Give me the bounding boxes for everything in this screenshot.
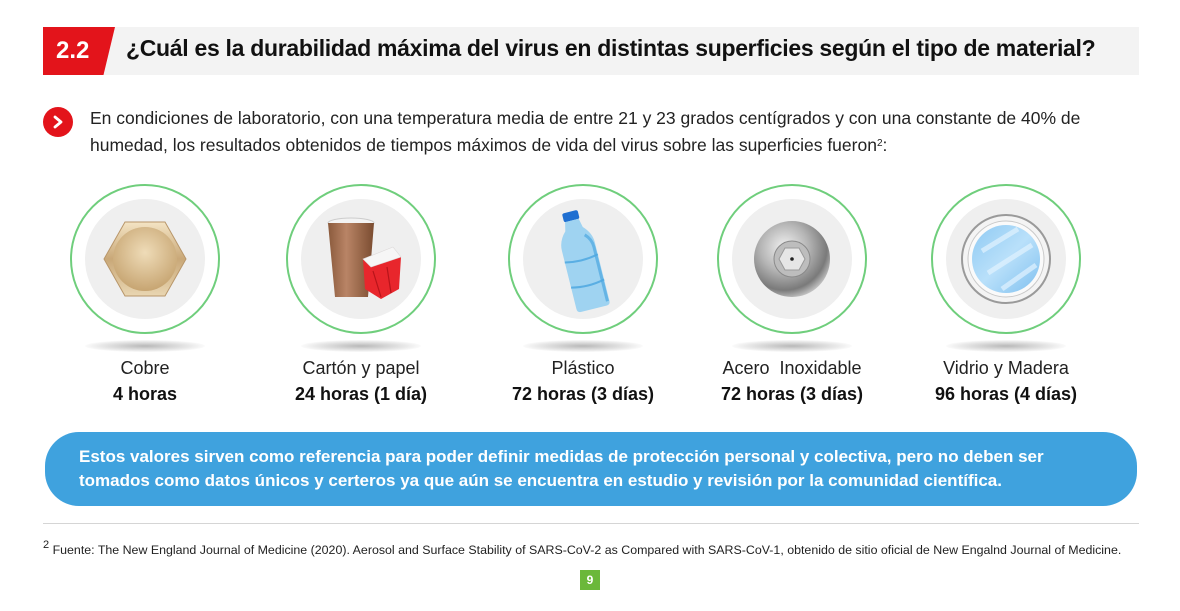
material-ring (508, 184, 658, 334)
material-name: Vidrio y Madera (943, 358, 1069, 378)
plastic-bottle-icon (523, 199, 643, 319)
section-number: 2.2 (56, 37, 90, 64)
page-number: 9 (586, 573, 594, 587)
material-name: Acero Inoxidable (722, 358, 862, 378)
intro-trailing: : (882, 135, 888, 155)
glass-window-icon (946, 199, 1066, 319)
note-line-2: tomados como datos únicos y certeros ya … (79, 471, 1002, 490)
paper-cup-icon (301, 199, 421, 319)
footnote-number: 2 (43, 539, 50, 551)
ground-shadow (946, 340, 1066, 352)
materials-row: Cobre 4 horas Car (0, 180, 1180, 420)
material-ring (931, 184, 1081, 334)
copper-hex-nut-icon (85, 199, 205, 319)
material-name: Plástico (551, 358, 615, 378)
note-line-1: Estos valores sirven como referencia par… (79, 447, 1044, 466)
footnote-ref[interactable]: 2 (876, 138, 883, 149)
chevron-right-icon (43, 107, 73, 137)
material-duration: 72 horas (3 días) (720, 384, 864, 404)
disclaimer-note: Estos valores sirven como referencia par… (45, 432, 1137, 506)
material-ring (70, 184, 220, 334)
ground-shadow (732, 340, 852, 352)
footnote-divider (43, 523, 1139, 524)
footnote: 2 Fuente: The New England Journal of Med… (43, 538, 1133, 558)
intro-paragraph: En condiciones de laboratorio, con una t… (90, 105, 1150, 159)
section-header-bar (43, 27, 1139, 75)
ground-shadow (85, 340, 205, 352)
material-name: Cartón y papel (302, 358, 420, 378)
material-ring (286, 184, 436, 334)
section-number-badge: 2.2 (43, 27, 115, 75)
section-title: ¿Cuál es la durabilidad máxima del virus… (126, 35, 1096, 61)
material-duration: 24 horas (1 día) (294, 384, 428, 404)
ground-shadow (523, 340, 643, 352)
material-name: Cobre (120, 358, 170, 378)
material-duration: 72 horas (3 días) (511, 384, 655, 404)
intro-text: En condiciones de laboratorio, con una t… (90, 108, 1081, 155)
material-duration: 96 horas (4 días) (934, 384, 1078, 404)
material-duration: 4 horas (112, 384, 178, 404)
steel-bolt-icon (732, 199, 852, 319)
page-number-badge: 9 (580, 570, 600, 590)
ground-shadow (301, 340, 421, 352)
footnote-text: Fuente: The New England Journal of Medic… (52, 543, 1122, 558)
material-ring (717, 184, 867, 334)
